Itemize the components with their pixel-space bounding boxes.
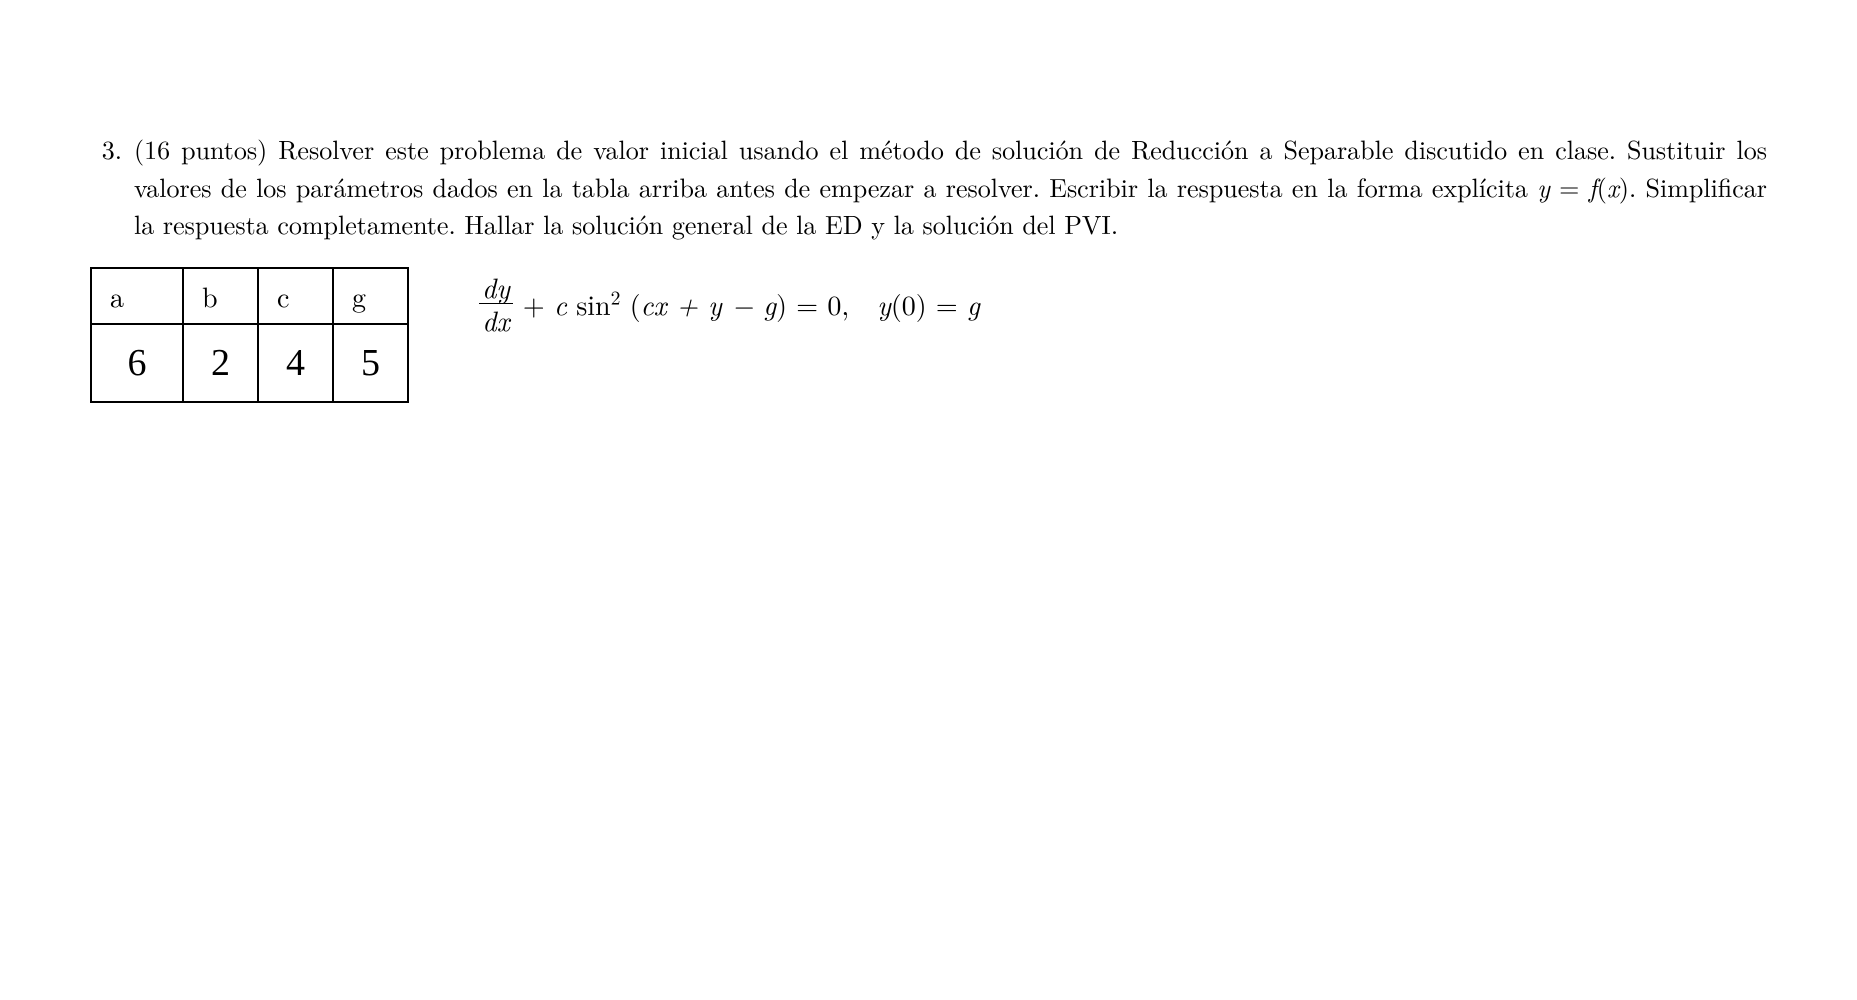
table-value-row: 6 2 4 5: [91, 324, 408, 402]
differential-equation: dy dx + c sin2 (cx + y − g) = 0, y(0) = g: [479, 267, 980, 334]
value-g: 5: [333, 324, 408, 402]
problem-text: (16 puntos) Resolver este problema de va…: [134, 130, 1767, 243]
problem-statement: 3. (16 puntos) Resolver este problema de…: [90, 130, 1767, 243]
frac-denominator: dx: [479, 304, 512, 334]
problem-text-part1: (16 puntos) Resolver este problema de va…: [134, 130, 1767, 205]
eq-rest: + c sin2 (cx + y − g) = 0, y(0) = g: [523, 284, 980, 324]
ic-paren: (0) =: [891, 284, 967, 324]
ic-g: g: [967, 284, 980, 324]
plus-sign: +: [523, 284, 554, 324]
sin-squared: 2: [611, 282, 621, 310]
header-g: g: [333, 268, 408, 324]
parameter-table: a b c g 6 2 4 5: [90, 267, 409, 403]
open-paren: (: [620, 284, 640, 324]
eqn-f: f: [1589, 168, 1597, 205]
value-b: 2: [183, 324, 258, 402]
table-header-row: a b c g: [91, 268, 408, 324]
argument: cx + y − g: [641, 284, 776, 324]
fraction-dydx: dy dx: [479, 273, 513, 334]
ic-y: y: [877, 284, 891, 324]
header-a: a: [91, 268, 183, 324]
content-row: a b c g 6 2 4 5 dy dx + c sin2 (cx + y −…: [90, 267, 1767, 403]
value-a: 6: [91, 324, 183, 402]
sin-text: sin: [567, 284, 611, 324]
problem-number: 3.: [90, 130, 122, 167]
coef-c: c: [554, 284, 567, 324]
eqn-eq: =: [1550, 168, 1589, 205]
eqn-y: y: [1537, 168, 1550, 205]
value-c: 4: [258, 324, 333, 402]
header-b: b: [183, 268, 258, 324]
eqn-x: (x): [1597, 168, 1629, 205]
header-c: c: [258, 268, 333, 324]
close-paren: ) = 0,: [776, 284, 849, 324]
